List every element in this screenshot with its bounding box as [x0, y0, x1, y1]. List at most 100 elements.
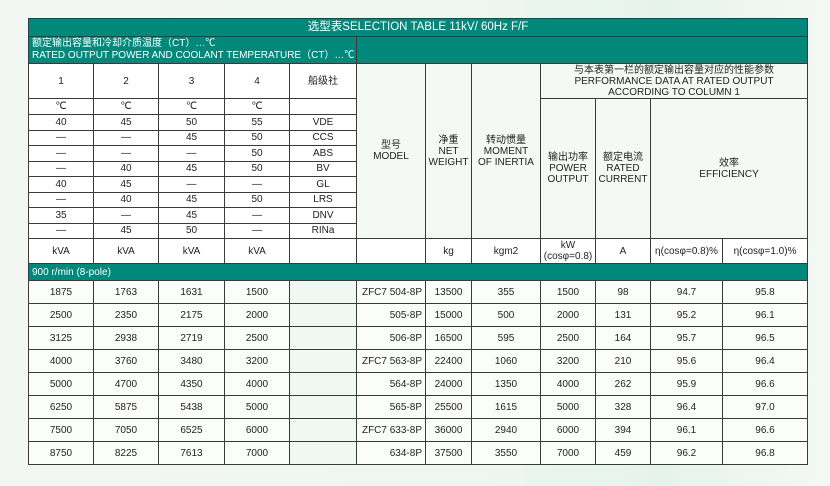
efficiency-08-cell: 96.1: [650, 418, 723, 442]
unit-label: η(cosφ=1.0)%: [733, 245, 797, 257]
power-output-cell: 2500: [540, 326, 596, 350]
inertia-cell: 1350: [471, 372, 541, 396]
model-cell: 505-8P: [356, 303, 426, 327]
efficiency-08-cell: 96.4: [650, 395, 723, 419]
output-3-cell: 1631: [158, 280, 225, 304]
society-unit: [289, 98, 357, 115]
unit-label: kVA: [248, 245, 266, 257]
performance-header-zh: 与本表第一栏的额定输出容量对应的性能参数: [574, 64, 775, 76]
output-3-cell: 2719: [158, 326, 225, 350]
power-output-cell: 5000: [540, 395, 596, 419]
society-cell: VDE: [289, 114, 357, 131]
society-cell: RINa: [289, 222, 357, 239]
table-row: 5000 4700 4350 4000 564-8P 24000 1350 4000 262 95…: [28, 372, 809, 396]
unit-label: kW: [560, 240, 576, 251]
table-row: 4000 3760 3480 3200 ZFC7 563-8P 22400 1060 3200…: [28, 349, 809, 373]
col-2-unit: ℃: [93, 98, 159, 115]
society-blank-cell: [289, 280, 357, 304]
power-output-header: 输出功率 POWER OUTPUT: [540, 98, 596, 239]
efficiency-header: 效率 EFFICIENCY: [649, 98, 809, 239]
col-4-unit: ℃: [224, 98, 290, 115]
unit-cell: kVA: [158, 238, 225, 264]
unit-label: kVA: [52, 245, 70, 257]
temperature-cell: 40: [28, 114, 94, 131]
efficiency-10-cell: 96.8: [721, 441, 809, 465]
class-row: 40 45— — GL: [28, 176, 808, 193]
unit-cell: kVA: [224, 238, 290, 264]
temperature-cell: 50: [158, 222, 225, 239]
unit-cell: kW (cosφ=0.8): [540, 238, 596, 264]
output-2-cell: 4700: [93, 372, 159, 396]
temperature-cell: —: [28, 191, 94, 208]
col-3-unit: ℃: [158, 98, 225, 115]
col-4-header: 4: [224, 63, 290, 99]
temperature-cell: 50: [224, 129, 290, 146]
efficiency-08-cell: 95.9: [650, 372, 723, 396]
inertia-cell: 1615: [471, 395, 541, 419]
selection-table: 选型表SELECTION TABLE 11kV/ 60Hz F/F 额定输出容量…: [27, 18, 809, 465]
rated-output-header-zh: 额定输出容量和冷却介质温度（CT）…℃: [32, 38, 216, 49]
temperature-cell: —: [224, 222, 290, 239]
power-output-cell: 1500: [540, 280, 596, 304]
output-3-cell: 4350: [158, 372, 225, 396]
society-cell: DNV: [289, 207, 357, 224]
output-2-cell: 7050: [93, 418, 159, 442]
unit-cell: [289, 238, 357, 264]
power-output-cell: 3200: [540, 349, 596, 373]
society-blank-cell: [289, 418, 357, 442]
output-2-cell: 3760: [93, 349, 159, 373]
inertia-cell: 3550: [471, 441, 541, 465]
output-4-cell: 6000: [224, 418, 290, 442]
col-1-unit: ℃: [28, 98, 94, 115]
rated-current-cell: 98: [595, 280, 651, 304]
temperature-cell: —: [28, 129, 94, 146]
temperature-cell: —: [224, 207, 290, 224]
net-weight-cell: 24000: [425, 372, 472, 396]
output-1-cell: 4000: [28, 349, 94, 373]
efficiency-10-cell: 96.6: [721, 418, 809, 442]
col-2-header: 2: [93, 63, 159, 99]
unit-label: kg: [443, 245, 454, 257]
temperature-cell: 50: [224, 145, 290, 162]
rated-current-cell: 394: [595, 418, 651, 442]
model-cell: ZFC7 633-8P: [356, 418, 426, 442]
power-output-cell: 2000: [540, 303, 596, 327]
output-4-cell: 2500: [224, 326, 290, 350]
inertia-header-zh: 转动惯量: [486, 134, 526, 146]
output-1-cell: 2500: [28, 303, 94, 327]
temperature-cell: —: [93, 207, 159, 224]
current-header-zh: 额定电流: [603, 152, 643, 163]
output-3-cell: 2175: [158, 303, 225, 327]
current-header-en2: CURRENT: [598, 174, 648, 185]
society-blank-cell: [289, 303, 357, 327]
inertia-header-en1: MOMENT: [483, 145, 529, 157]
efficiency-10-cell: 96.5: [721, 326, 809, 350]
current-header-en1: RATED: [606, 163, 640, 174]
class-row: 35—45— DNV: [28, 207, 808, 224]
output-2-cell: 1763: [93, 280, 159, 304]
temperature-cell: 45: [93, 176, 159, 193]
header-band-right: [355, 36, 809, 64]
section-row: 900 r/min (8-pole): [27, 263, 809, 281]
model-cell: 634-8P: [356, 441, 426, 465]
table-title: 选型表SELECTION TABLE 11kV/ 60Hz F/F: [27, 18, 809, 37]
rated-current-header: 额定电流 RATED CURRENT: [595, 98, 651, 239]
power-header-en2: OUTPUT: [547, 174, 589, 185]
society-cell: CCS: [289, 129, 357, 146]
temperature-cell: 35: [28, 207, 94, 224]
society-blank-cell: [289, 349, 357, 373]
table-row: 6250 5875 5438 5000 565-8P 25500 1615 5000 328 96…: [28, 395, 809, 419]
society-cell: BV: [289, 160, 357, 177]
efficiency-08-cell: 95.7: [650, 326, 723, 350]
performance-header: 与本表第一栏的额定输出容量对应的性能参数 PERFORMANCE DATA AT …: [539, 63, 809, 99]
model-cell: 565-8P: [356, 395, 426, 419]
power-output-cell: 4000: [540, 372, 596, 396]
society-cell: ABS: [289, 145, 357, 162]
unit-cell: kg: [425, 238, 472, 264]
output-3-cell: 3480: [158, 349, 225, 373]
efficiency-08-cell: 95.6: [650, 349, 723, 373]
performance-header-en1: PERFORMANCE DATA AT RATED OUTPUT: [574, 75, 774, 87]
power-header-zh: 输出功率: [548, 152, 588, 163]
temperature-cell: —: [93, 145, 159, 162]
